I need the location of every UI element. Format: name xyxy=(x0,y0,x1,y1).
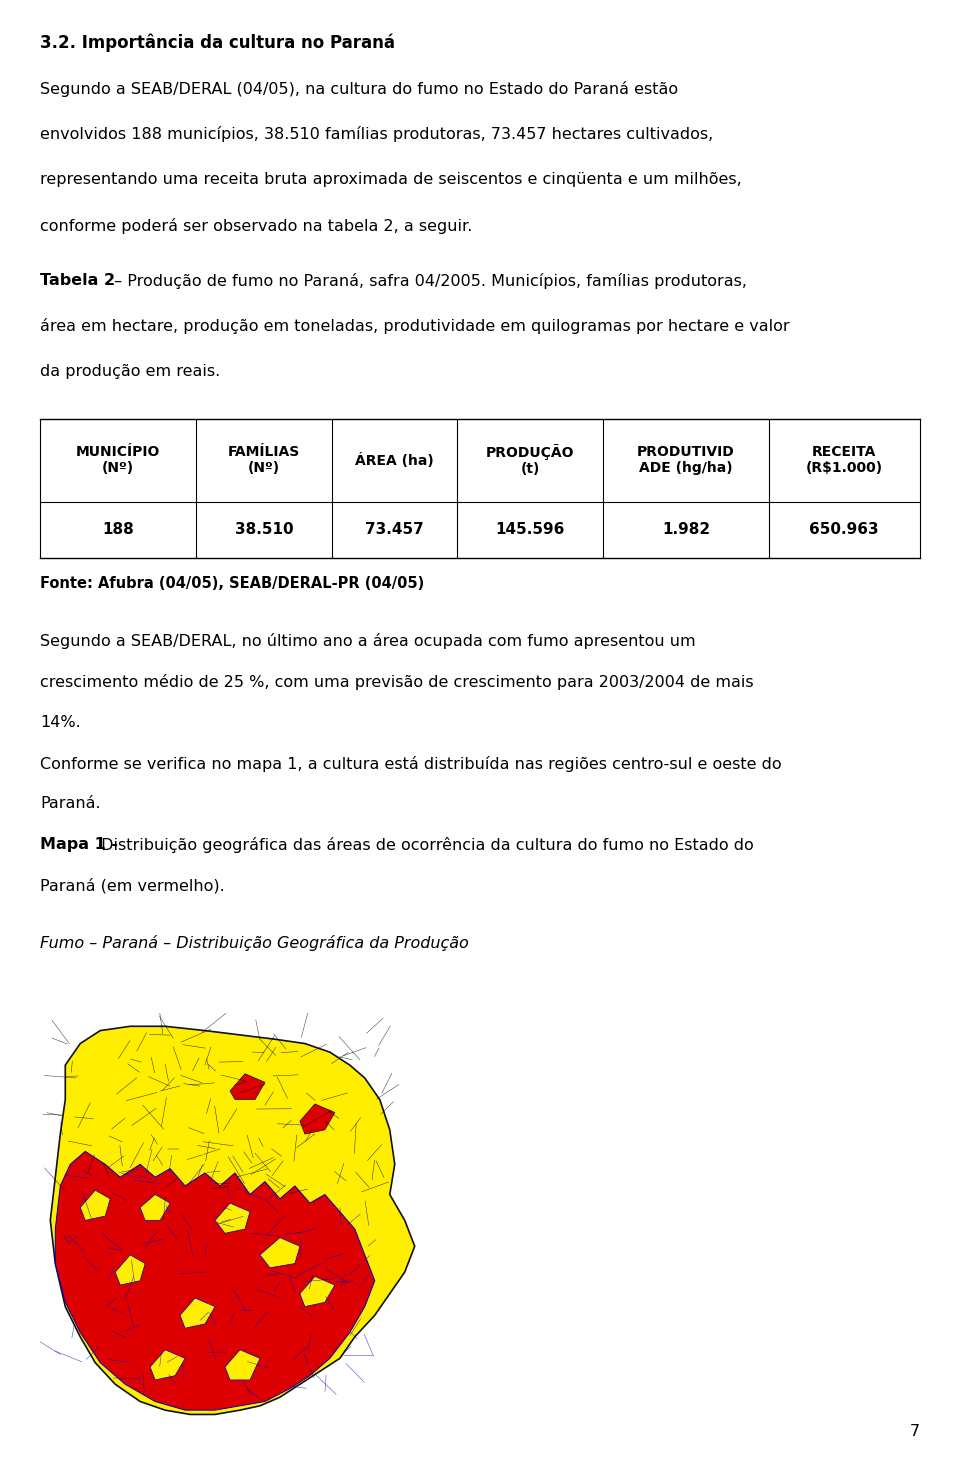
Text: crescimento médio de 25 %, com uma previsão de crescimento para 2003/2004 de mai: crescimento médio de 25 %, com uma previ… xyxy=(40,674,754,690)
Text: representando uma receita bruta aproximada de seiscentos e cinqüenta e um milhõe: representando uma receita bruta aproxima… xyxy=(40,173,742,187)
Text: Segundo a SEAB/DERAL, no último ano a área ocupada com fumo apresentou um: Segundo a SEAB/DERAL, no último ano a ár… xyxy=(40,633,696,649)
Text: envolvidos 188 municípios, 38.510 famílias produtoras, 73.457 hectares cultivado: envolvidos 188 municípios, 38.510 famíli… xyxy=(40,126,713,142)
Polygon shape xyxy=(50,1026,415,1414)
Text: 145.596: 145.596 xyxy=(495,522,564,538)
Polygon shape xyxy=(300,1104,335,1135)
Text: Paraná (em vermelho).: Paraná (em vermelho). xyxy=(40,879,225,893)
Polygon shape xyxy=(215,1203,250,1234)
Text: PRODUÇÃO
(t): PRODUÇÃO (t) xyxy=(486,444,574,477)
Text: Fonte: Afubra (04/05), SEAB/DERAL-PR (04/05): Fonte: Afubra (04/05), SEAB/DERAL-PR (04… xyxy=(40,576,424,592)
Text: área em hectare, produção em toneladas, produtividade em quilogramas por hectare: área em hectare, produção em toneladas, … xyxy=(40,319,790,335)
Text: 38.510: 38.510 xyxy=(234,522,293,538)
Polygon shape xyxy=(230,1073,265,1099)
Text: da produção em reais.: da produção em reais. xyxy=(40,364,221,379)
Text: 7: 7 xyxy=(909,1424,920,1439)
Text: Segundo a SEAB/DERAL (04/05), na cultura do fumo no Estado do Paraná estão: Segundo a SEAB/DERAL (04/05), na cultura… xyxy=(40,80,679,96)
Text: 14%.: 14%. xyxy=(40,715,81,730)
Text: Conforme se verifica no mapa 1, a cultura está distribuída nas regiões centro-su: Conforme se verifica no mapa 1, a cultur… xyxy=(40,756,782,772)
Text: 1.982: 1.982 xyxy=(662,522,710,538)
Text: RECEITA
(R$1.000): RECEITA (R$1.000) xyxy=(805,446,883,475)
Polygon shape xyxy=(56,1152,374,1411)
Polygon shape xyxy=(140,1194,170,1221)
Text: 188: 188 xyxy=(103,522,134,538)
Text: Paraná.: Paraná. xyxy=(40,797,101,811)
Polygon shape xyxy=(115,1254,145,1285)
Polygon shape xyxy=(225,1349,260,1380)
Text: conforme poderá ser observado na tabela 2, a seguir.: conforme poderá ser observado na tabela … xyxy=(40,218,472,234)
Polygon shape xyxy=(81,1190,110,1221)
Text: Fumo – Paraná – Distribuição Geográfica da Produção: Fumo – Paraná – Distribuição Geográfica … xyxy=(40,934,469,950)
Polygon shape xyxy=(150,1349,185,1380)
Text: MUNICÍPIO
(Nº): MUNICÍPIO (Nº) xyxy=(76,446,160,475)
Text: Tabela 2: Tabela 2 xyxy=(40,272,115,288)
Text: 3.2. Importância da cultura no Paraná: 3.2. Importância da cultura no Paraná xyxy=(40,34,396,53)
Text: Mapa 1 -: Mapa 1 - xyxy=(40,838,124,852)
Polygon shape xyxy=(180,1298,215,1327)
Text: – Produção de fumo no Paraná, safra 04/2005. Municípios, famílias produtoras,: – Produção de fumo no Paraná, safra 04/2… xyxy=(109,272,748,288)
Text: 73.457: 73.457 xyxy=(365,522,424,538)
Text: 650.963: 650.963 xyxy=(809,522,879,538)
Text: ÁREA (ha): ÁREA (ha) xyxy=(355,453,434,468)
Polygon shape xyxy=(260,1238,300,1268)
Polygon shape xyxy=(300,1276,335,1307)
Text: PRODUTIVID
ADE (hg/ha): PRODUTIVID ADE (hg/ha) xyxy=(637,446,735,475)
Text: Distribuição geográfica das áreas de ocorrência da cultura do fumo no Estado do: Distribuição geográfica das áreas de oco… xyxy=(96,838,754,854)
Text: FAMÍLIAS
(Nº): FAMÍLIAS (Nº) xyxy=(228,446,300,475)
